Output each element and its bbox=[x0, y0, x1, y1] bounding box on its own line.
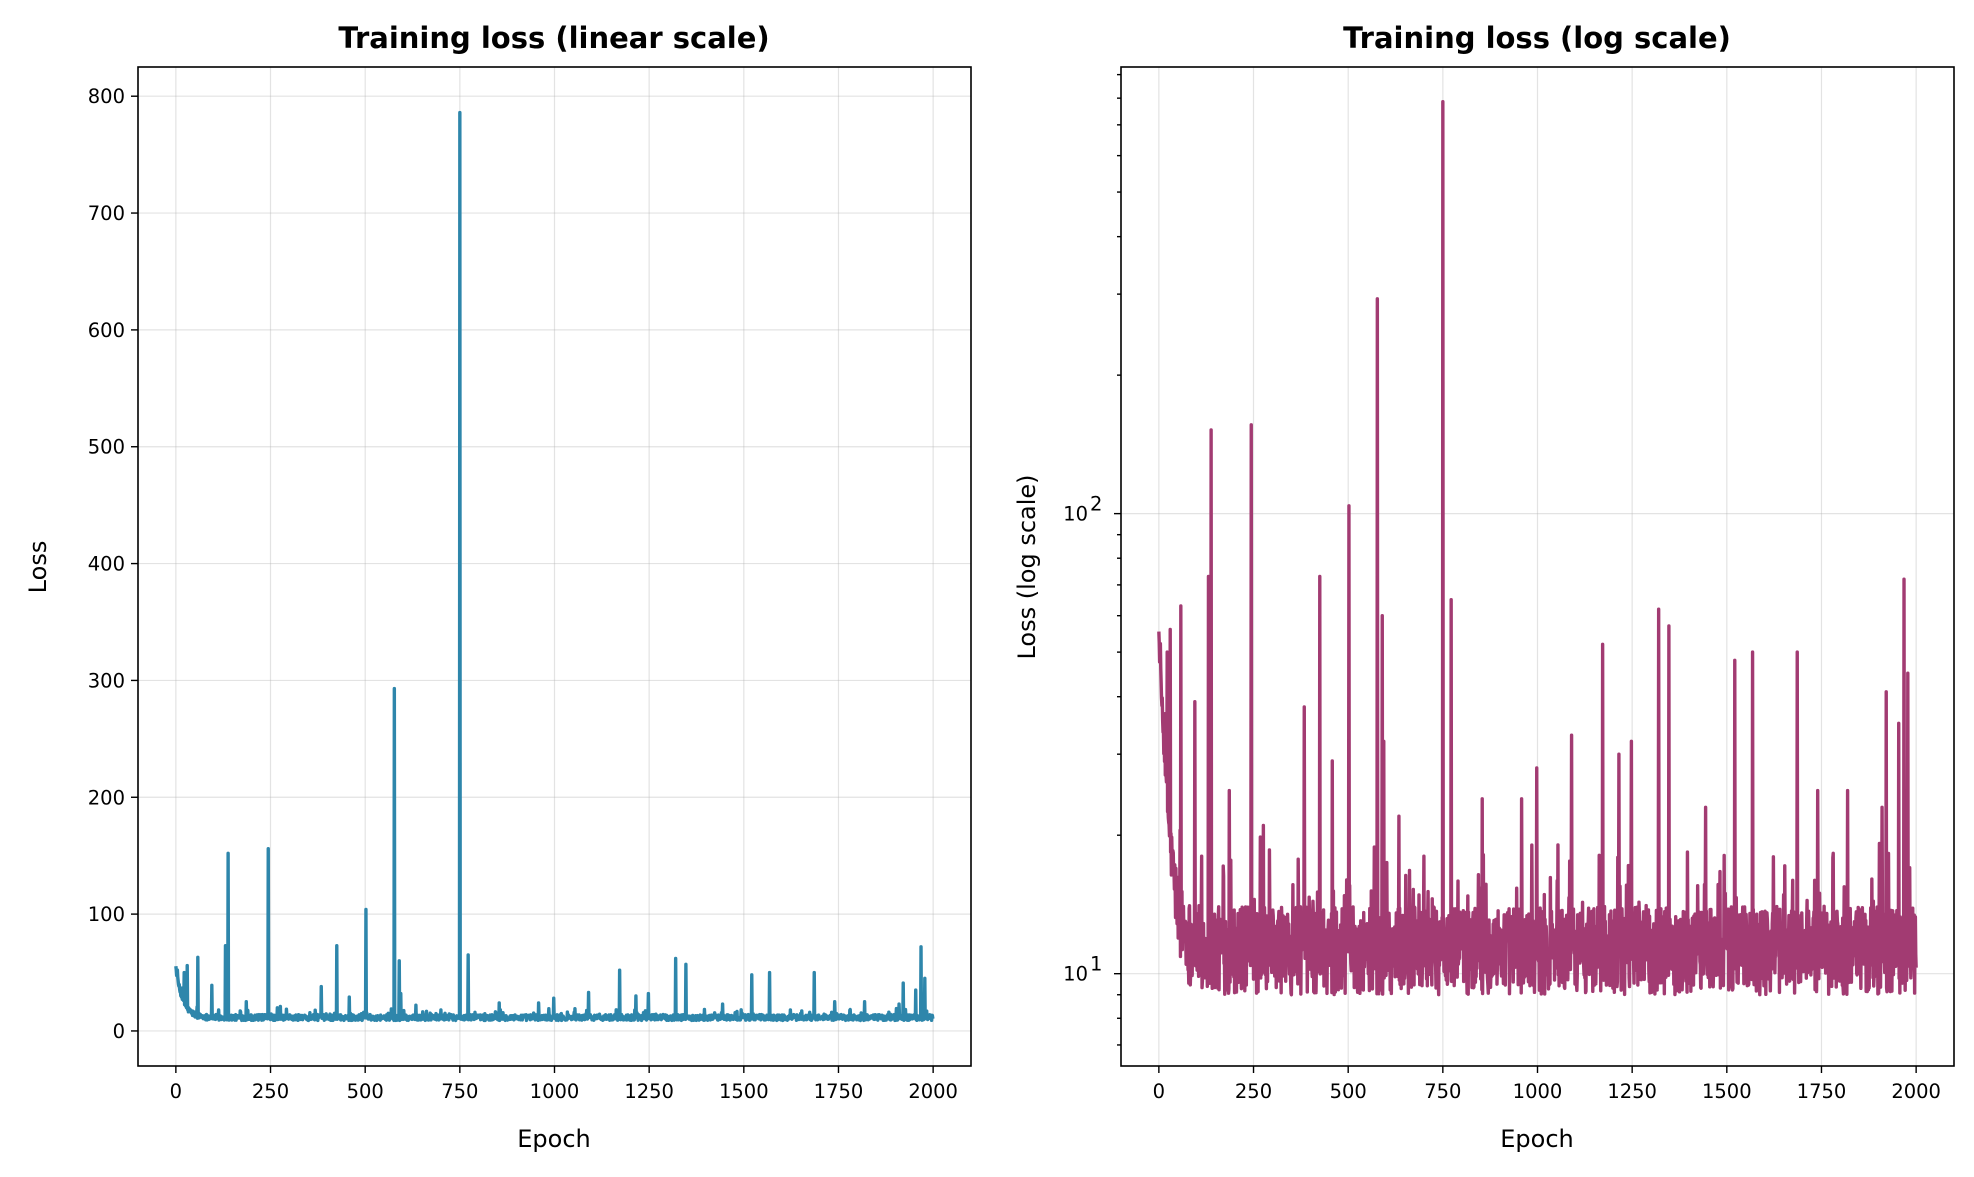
linear-x-tick-label: 250 bbox=[252, 1080, 289, 1103]
linear-y-tick-label: 0 bbox=[113, 1020, 125, 1043]
linear-x-tick-label: 2000 bbox=[908, 1080, 958, 1103]
linear-loss-series bbox=[174, 110, 935, 1023]
log-x-tick-label: 1750 bbox=[1797, 1080, 1847, 1103]
linear-y-tick-label: 200 bbox=[88, 786, 125, 809]
linear-loss-chart: 0 250 500 750 1000 1250 1500 1750 2000 0 100 200 300… bbox=[24, 21, 972, 1153]
log-y-tick-label: 10 bbox=[1063, 503, 1088, 526]
linear-x-axis-label: Epoch bbox=[517, 1125, 591, 1153]
linear-x-tick-label: 500 bbox=[347, 1080, 384, 1103]
log-y-tick-exponent: 2 bbox=[1090, 493, 1102, 516]
log-x-tick-label: 0 bbox=[1153, 1080, 1165, 1103]
linear-grid bbox=[138, 67, 971, 1066]
linear-y-axis-label: Loss bbox=[24, 541, 52, 594]
log-x-tick-label: 750 bbox=[1424, 1080, 1461, 1103]
linear-chart-title: Training loss (linear scale) bbox=[338, 21, 769, 55]
linear-loss-line bbox=[174, 110, 935, 1023]
log-y-tick-label: 10 bbox=[1063, 963, 1088, 986]
linear-x-tick-label: 0 bbox=[170, 1080, 182, 1103]
linear-x-tick-label: 1250 bbox=[624, 1080, 674, 1103]
log-x-tick-label: 1000 bbox=[1513, 1080, 1563, 1103]
log-y-axis-label: Loss (log scale) bbox=[1013, 474, 1041, 659]
linear-y-tick-label: 400 bbox=[88, 553, 125, 576]
log-x-tick-label: 1250 bbox=[1607, 1080, 1657, 1103]
log-x-axis-label: Epoch bbox=[1500, 1125, 1574, 1153]
linear-y-tick-label: 100 bbox=[88, 903, 125, 926]
linear-x-tick-label: 1500 bbox=[719, 1080, 769, 1103]
linear-y-tick-label: 500 bbox=[88, 436, 125, 459]
linear-y-tick-label: 600 bbox=[88, 319, 125, 342]
log-x-tick-label: 1500 bbox=[1702, 1080, 1752, 1103]
linear-y-tick-label: 300 bbox=[88, 669, 125, 692]
log-loss-series bbox=[1157, 99, 1918, 997]
log-x-tick-label: 500 bbox=[1330, 1080, 1367, 1103]
log-loss-line bbox=[1157, 99, 1918, 997]
log-y-tick-exponent: 1 bbox=[1090, 953, 1102, 976]
linear-x-tick-label: 750 bbox=[441, 1080, 478, 1103]
linear-ticks: 0 250 500 750 1000 1250 1500 1750 2000 0 100 200 300… bbox=[88, 85, 958, 1103]
linear-x-tick-label: 1000 bbox=[530, 1080, 580, 1103]
linear-y-tick-label: 800 bbox=[88, 85, 125, 108]
log-x-tick-label: 250 bbox=[1235, 1080, 1272, 1103]
log-chart-title: Training loss (log scale) bbox=[1343, 21, 1731, 55]
linear-x-tick-label: 1750 bbox=[814, 1080, 864, 1103]
linear-y-tick-label: 700 bbox=[88, 202, 125, 225]
log-x-tick-label: 2000 bbox=[1891, 1080, 1941, 1103]
